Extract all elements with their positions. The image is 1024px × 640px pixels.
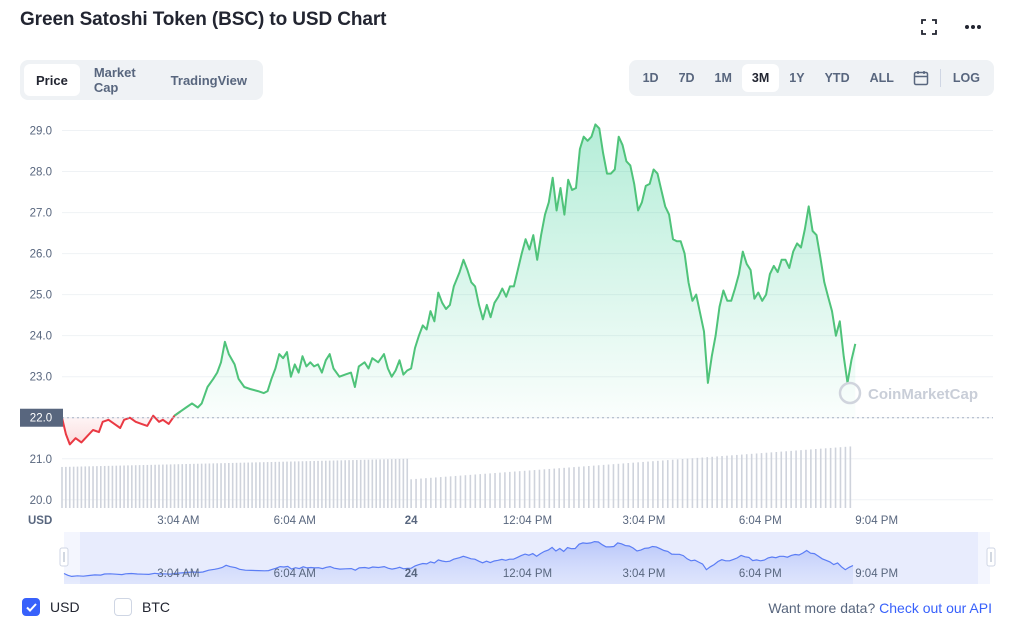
y-tick-label: 24.0 bbox=[30, 331, 52, 343]
navigator-tick-label: 3:04 PM bbox=[622, 568, 665, 580]
reference-price-label: 22.0 bbox=[30, 413, 52, 425]
page-title: Green Satoshi Token (BSC) to USD Chart bbox=[20, 9, 387, 30]
more-options-icon[interactable] bbox=[962, 16, 984, 38]
y-tick-label: 29.0 bbox=[30, 126, 52, 138]
navigator-area bbox=[64, 541, 853, 584]
chart-type-tabs: Price Market Cap TradingView bbox=[20, 60, 263, 100]
y-tick-label: 28.0 bbox=[30, 167, 52, 179]
price-line bbox=[61, 123, 857, 446]
x-axis-labels: USD 3:04 AM 6:04 AM 24 12:04 PM 3:04 PM 6:04 P… bbox=[28, 515, 898, 527]
price-area-up bbox=[174, 124, 856, 418]
range-ytd[interactable]: YTD bbox=[824, 71, 850, 85]
x-tick-label: 24 bbox=[405, 515, 418, 527]
x-tick-label: 6:04 PM bbox=[739, 515, 782, 527]
navigator-left-handle[interactable] bbox=[59, 547, 69, 567]
reference-line: 22.0 bbox=[20, 408, 993, 427]
time-range-selector: 1D 7D 1M 3M 1Y YTD ALL LOG bbox=[628, 60, 994, 96]
range-3m[interactable]: 3M bbox=[741, 64, 780, 92]
log-scale-toggle[interactable]: LOG bbox=[952, 71, 980, 85]
price-chart[interactable]: 22.0 29.0 28.0 27.0 26.0 25.0 24.0 23.0 21.0 20.… bbox=[0, 110, 1024, 590]
volume-bars bbox=[61, 446, 852, 508]
y-axis-labels: 29.0 28.0 27.0 26.0 25.0 24.0 23.0 21.0 20.0 bbox=[30, 126, 52, 507]
y-tick-label: 25.0 bbox=[30, 290, 52, 302]
usd-checkbox[interactable]: USD bbox=[22, 598, 80, 616]
navigator-tick-label: 6:04 AM bbox=[274, 568, 316, 580]
navigator-right-handle[interactable] bbox=[986, 547, 996, 567]
navigator-tick-label: 9:04 PM bbox=[855, 568, 898, 580]
usd-check-icon bbox=[22, 598, 40, 616]
price-line-down bbox=[61, 410, 181, 446]
x-tick-label: 9:04 PM bbox=[855, 515, 898, 527]
y-tick-label: 27.0 bbox=[30, 208, 52, 220]
x-tick-label: 3:04 PM bbox=[622, 515, 665, 527]
navigator-tick-label: 6:04 PM bbox=[739, 568, 782, 580]
range-navigator[interactable]: 3:04 AM 6:04 AM 24 12:04 PM 3:04 PM 6:04 PM 9:… bbox=[59, 532, 996, 584]
watermark-text: CoinMarketCap bbox=[868, 386, 978, 403]
tab-tradingview[interactable]: TradingView bbox=[170, 72, 247, 88]
navigator-tick-label: 12:04 PM bbox=[503, 568, 552, 580]
range-7d[interactable]: 7D bbox=[678, 71, 695, 85]
more-data-text: Want more data? Check out our API bbox=[768, 600, 992, 616]
y-tick-label: 26.0 bbox=[30, 249, 52, 261]
coinmarketcap-logo-icon bbox=[838, 381, 862, 405]
calendar-icon[interactable] bbox=[904, 64, 938, 92]
coinmarketcap-watermark: CoinMarketCap bbox=[838, 381, 978, 405]
y-tick-label: 21.0 bbox=[30, 454, 52, 466]
fullscreen-icon[interactable] bbox=[918, 16, 940, 38]
btc-label: BTC bbox=[142, 599, 170, 615]
usd-label: USD bbox=[50, 599, 80, 615]
btc-check-icon bbox=[114, 598, 132, 616]
more-data-label: Want more data? bbox=[768, 600, 876, 616]
btc-checkbox[interactable]: BTC bbox=[114, 598, 170, 616]
tab-price[interactable]: Price bbox=[24, 64, 80, 96]
reference-price-badge bbox=[20, 408, 63, 427]
y-unit-label: USD bbox=[28, 515, 52, 527]
navigator-tick-label: 3:04 AM bbox=[157, 568, 199, 580]
range-divider bbox=[939, 69, 941, 87]
chart-footer: USD BTC Want more data? Check out our AP… bbox=[0, 596, 1024, 622]
navigator-line bbox=[63, 540, 854, 578]
range-1d[interactable]: 1D bbox=[642, 71, 659, 85]
tab-market-cap[interactable]: Market Cap bbox=[93, 65, 136, 95]
x-tick-label: 6:04 AM bbox=[274, 515, 316, 527]
x-tick-label: 12:04 PM bbox=[503, 515, 552, 527]
y-tick-label: 20.0 bbox=[30, 495, 52, 507]
y-tick-label: 23.0 bbox=[30, 372, 52, 384]
range-all[interactable]: ALL bbox=[869, 71, 894, 85]
header-actions bbox=[918, 16, 984, 38]
navigator-tick-label: 24 bbox=[405, 568, 418, 580]
range-1y[interactable]: 1Y bbox=[789, 71, 805, 85]
api-link[interactable]: Check out our API bbox=[879, 600, 992, 616]
range-1m[interactable]: 1M bbox=[714, 71, 732, 85]
price-line-up bbox=[173, 123, 857, 417]
x-tick-label: 3:04 AM bbox=[157, 515, 199, 527]
